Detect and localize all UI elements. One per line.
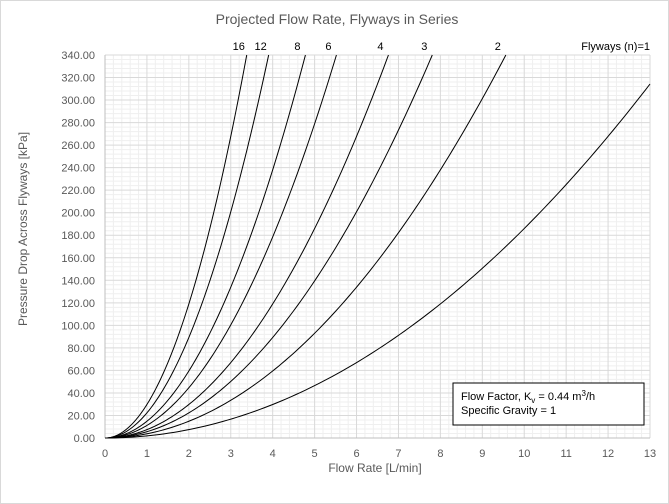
x-tick-label: 4 xyxy=(270,448,276,460)
y-tick-label: 0.00 xyxy=(74,433,95,445)
series-curve-n4 xyxy=(104,54,389,439)
x-tick-label: 3 xyxy=(228,448,234,460)
series-label-n1: Flyways (n)=1 xyxy=(581,41,650,53)
series-label-n3: 3 xyxy=(421,41,427,53)
series-curve-n3 xyxy=(104,54,433,439)
x-tick-label: 13 xyxy=(644,448,656,460)
flow-factor-unit: /h xyxy=(586,391,595,403)
series-curve-n12 xyxy=(104,54,270,439)
specific-gravity-text: Specific Gravity = 1 xyxy=(461,405,556,417)
y-tick-label: 100.00 xyxy=(61,320,95,332)
x-tick-label: 7 xyxy=(395,448,401,460)
y-tick-label: 120.00 xyxy=(61,298,95,310)
x-tick-label: 12 xyxy=(602,448,614,460)
x-tick-label: 11 xyxy=(560,448,571,460)
x-tick-label: 1 xyxy=(144,448,150,460)
y-tick-label: 40.00 xyxy=(67,388,95,400)
y-tick-label: 260.00 xyxy=(61,140,95,152)
y-axis-ticks: 0.00 20.00 40.00 60.00 80.00 100.00 120.00 140.… xyxy=(61,50,95,445)
axes xyxy=(104,55,650,439)
info-box-border xyxy=(452,382,645,426)
x-axis-ticks: 0 1 2 3 4 5 6 7 8 9 10 11 12 13 xyxy=(102,448,656,460)
y-tick-label: 280.00 xyxy=(61,118,95,130)
series-curve-n6 xyxy=(104,54,337,439)
flow-factor-text: Flow Factor, Kv = 0.44 m3/h xyxy=(461,389,595,405)
y-tick-label: 60.00 xyxy=(67,365,95,377)
y-tick-label: 220.00 xyxy=(61,185,95,197)
series-labels: Flyways (n)=1 2 3 4 6 8 12 16 xyxy=(233,41,650,53)
series-label-n16: 16 xyxy=(233,41,245,53)
series-curve-n16 xyxy=(104,54,248,439)
y-tick-label: 80.00 xyxy=(67,343,95,355)
flow-factor-subscript: v xyxy=(531,396,535,405)
series-curve-n1 xyxy=(104,83,651,439)
x-tick-label: 5 xyxy=(312,448,318,460)
flow-factor-superscript: 3 xyxy=(581,389,586,398)
x-tick-label: 2 xyxy=(186,448,192,460)
y-tick-label: 20.00 xyxy=(67,410,95,422)
flow-factor-value: = 0.44 m xyxy=(535,391,581,403)
x-axis-label: Flow Rate [L/min] xyxy=(328,461,421,475)
y-tick-label: 300.00 xyxy=(61,95,95,107)
series-curve-n2 xyxy=(104,54,507,439)
x-tick-label: 10 xyxy=(518,448,530,460)
x-tick-label: 9 xyxy=(479,448,485,460)
series-label-n6: 6 xyxy=(325,41,331,53)
major-gridlines xyxy=(105,54,651,438)
series-label-n4: 4 xyxy=(377,41,383,53)
minor-gridlines xyxy=(105,55,650,438)
flow-factor-prefix: Flow Factor, K xyxy=(461,391,532,403)
y-tick-label: 160.00 xyxy=(61,253,95,265)
y-tick-label: 140.00 xyxy=(61,275,95,287)
y-axis-label: Pressure Drop Across Flyways [kPa] xyxy=(16,132,30,326)
series-label-n2: 2 xyxy=(495,41,501,53)
y-tick-label: 240.00 xyxy=(61,163,95,175)
series-curves xyxy=(104,54,651,439)
info-box: Flow Factor, Kv = 0.44 m3/h Specific Gra… xyxy=(452,382,645,426)
x-tick-label: 8 xyxy=(437,448,443,460)
y-tick-label: 320.00 xyxy=(61,73,95,85)
y-tick-label: 340.00 xyxy=(61,50,95,62)
series-label-n12: 12 xyxy=(255,41,267,53)
x-tick-label: 6 xyxy=(353,448,359,460)
series-label-n8: 8 xyxy=(294,41,300,53)
y-tick-label: 180.00 xyxy=(61,230,95,242)
x-tick-label: 0 xyxy=(102,448,108,460)
y-tick-label: 200.00 xyxy=(61,208,95,220)
series-curve-n8 xyxy=(104,54,306,439)
chart-title: Projected Flow Rate, Flyways in Series xyxy=(216,11,459,27)
